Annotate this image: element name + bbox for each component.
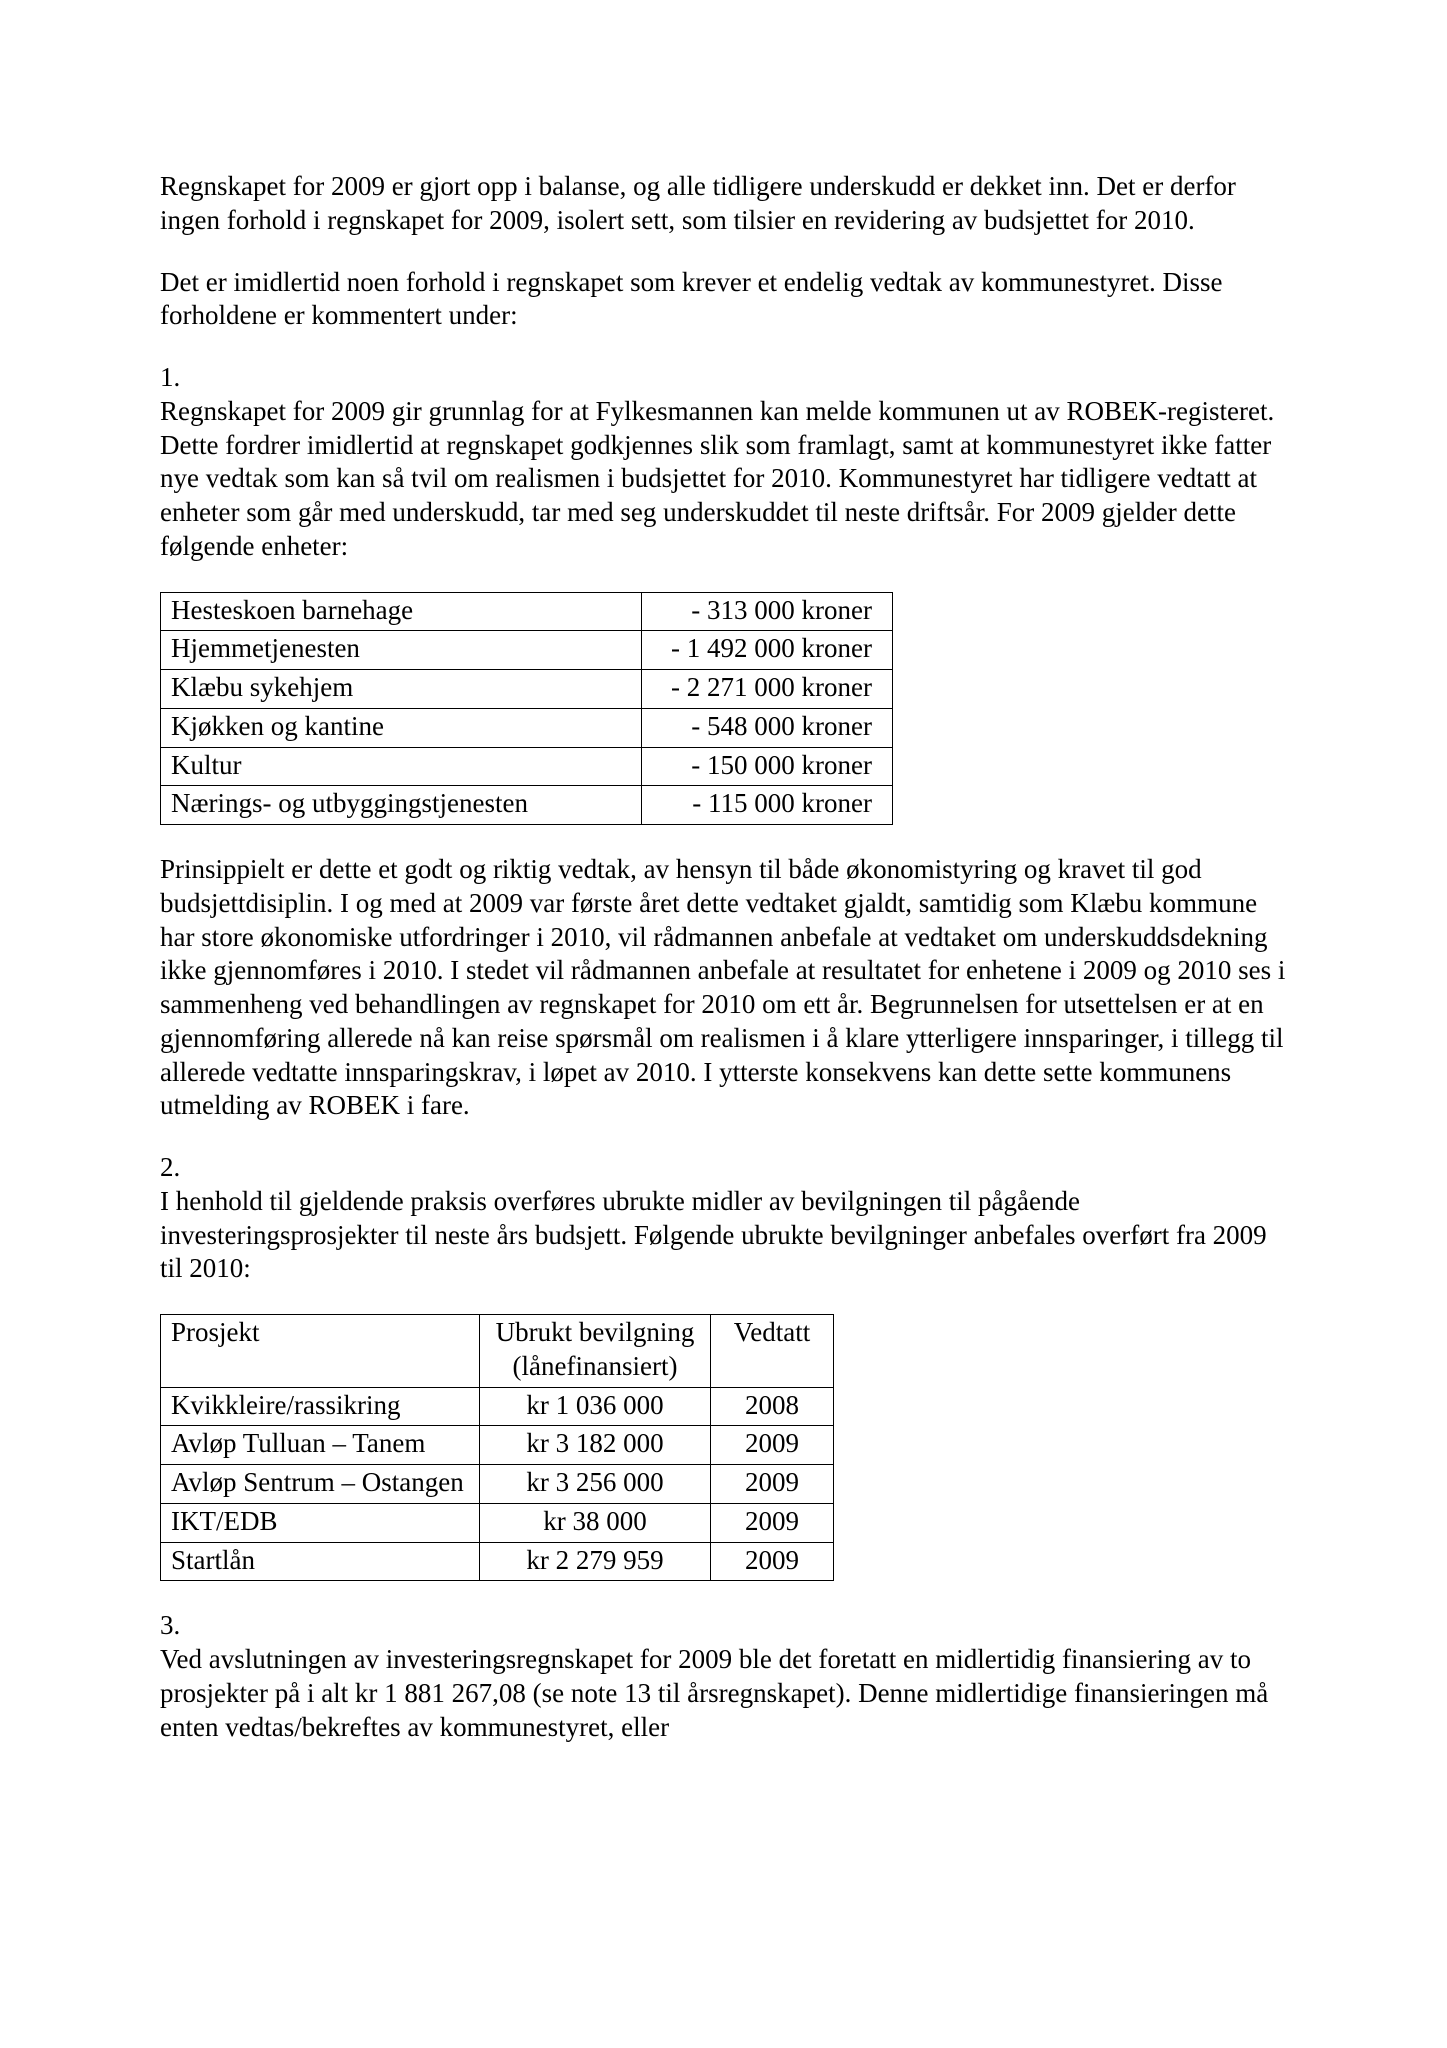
project-name: IKT/EDB <box>161 1503 480 1542</box>
col-header-year: Vedtatt <box>711 1315 834 1388</box>
project-year: 2009 <box>711 1503 834 1542</box>
table-row: Kultur - 150 000 kroner <box>161 747 893 786</box>
section-1-text: Regnskapet for 2009 gir grunnlag for at … <box>160 395 1287 564</box>
section-1-number: 1. <box>160 361 1287 395</box>
project-amount: kr 38 000 <box>480 1503 711 1542</box>
project-name: Startlån <box>161 1542 480 1581</box>
document-page: Regnskapet for 2009 er gjort opp i balan… <box>0 0 1447 2048</box>
deficit-table: Hesteskoen barnehage - 313 000 kroner Hj… <box>160 592 893 826</box>
project-year: 2009 <box>711 1426 834 1465</box>
deficit-value: - 2 271 000 kroner <box>642 670 893 709</box>
project-name: Avløp Tulluan – Tanem <box>161 1426 480 1465</box>
deficit-name: Hesteskoen barnehage <box>161 592 642 631</box>
project-year: 2008 <box>711 1387 834 1426</box>
project-year: 2009 <box>711 1542 834 1581</box>
section-2-number: 2. <box>160 1151 1287 1185</box>
table-row: Klæbu sykehjem - 2 271 000 kroner <box>161 670 893 709</box>
deficit-value: - 150 000 kroner <box>642 747 893 786</box>
table-row: Hesteskoen barnehage - 313 000 kroner <box>161 592 893 631</box>
project-name: Avløp Sentrum – Ostangen <box>161 1465 480 1504</box>
deficit-name: Hjemmetjenesten <box>161 631 642 670</box>
table-row: Kjøkken og kantine - 548 000 kroner <box>161 708 893 747</box>
deficit-name: Kultur <box>161 747 642 786</box>
deficit-value: - 548 000 kroner <box>642 708 893 747</box>
projects-table: Prosjekt Ubrukt bevilgning (lånefinansie… <box>160 1314 834 1581</box>
table-row: Startlån kr 2 279 959 2009 <box>161 1542 834 1581</box>
col-header-project: Prosjekt <box>161 1315 480 1388</box>
project-amount: kr 3 256 000 <box>480 1465 711 1504</box>
table-row: Nærings- og utbyggingstjenesten - 115 00… <box>161 786 893 825</box>
section-3-number: 3. <box>160 1609 1287 1643</box>
deficit-value: - 313 000 kroner <box>642 592 893 631</box>
col-header-amount-line1: Ubrukt bevilgning <box>496 1317 695 1347</box>
project-amount: kr 2 279 959 <box>480 1542 711 1581</box>
deficit-name: Klæbu sykehjem <box>161 670 642 709</box>
table-row: Hjemmetjenesten - 1 492 000 kroner <box>161 631 893 670</box>
project-name: Kvikkleire/rassikring <box>161 1387 480 1426</box>
table-row: Avløp Sentrum – Ostangen kr 3 256 000 20… <box>161 1465 834 1504</box>
col-header-amount-line2: (lånefinansiert) <box>513 1351 678 1381</box>
deficit-value: - 115 000 kroner <box>642 786 893 825</box>
col-header-amount: Ubrukt bevilgning (lånefinansiert) <box>480 1315 711 1388</box>
table-row: IKT/EDB kr 38 000 2009 <box>161 1503 834 1542</box>
section-3-text: Ved avslutningen av investeringsregnskap… <box>160 1643 1287 1744</box>
table-row: Kvikkleire/rassikring kr 1 036 000 2008 <box>161 1387 834 1426</box>
deficit-name: Kjøkken og kantine <box>161 708 642 747</box>
project-amount: kr 1 036 000 <box>480 1387 711 1426</box>
section-2-text: I henhold til gjeldende praksis overføre… <box>160 1185 1287 1286</box>
intro-paragraph-1: Regnskapet for 2009 er gjort opp i balan… <box>160 170 1287 238</box>
deficit-value: - 1 492 000 kroner <box>642 631 893 670</box>
table-row: Avløp Tulluan – Tanem kr 3 182 000 2009 <box>161 1426 834 1465</box>
paragraph-after-table1: Prinsippielt er dette et godt og riktig … <box>160 853 1287 1123</box>
project-year: 2009 <box>711 1465 834 1504</box>
intro-paragraph-2: Det er imidlertid noen forhold i regnska… <box>160 266 1287 334</box>
table-header-row: Prosjekt Ubrukt bevilgning (lånefinansie… <box>161 1315 834 1388</box>
project-amount: kr 3 182 000 <box>480 1426 711 1465</box>
deficit-name: Nærings- og utbyggingstjenesten <box>161 786 642 825</box>
